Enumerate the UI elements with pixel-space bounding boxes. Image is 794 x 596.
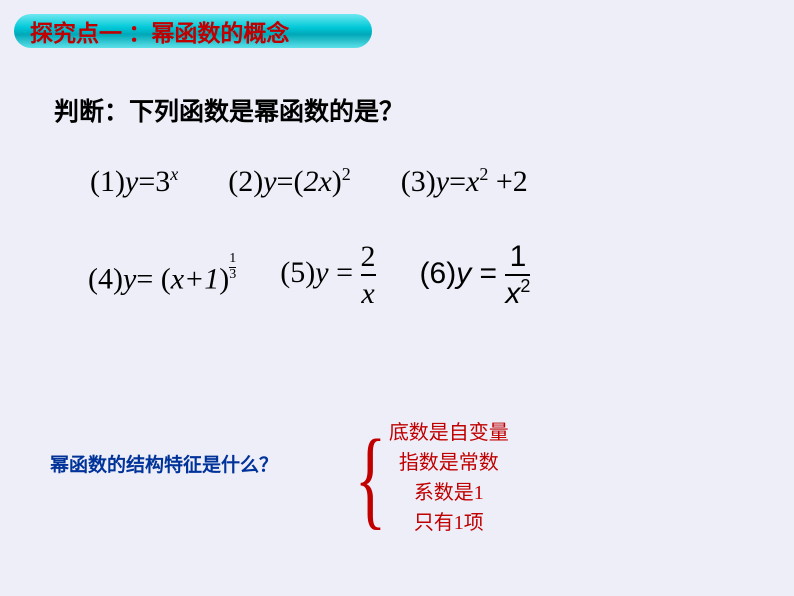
left-brace-icon: { xyxy=(355,423,387,533)
formula-1: (1)y=3x xyxy=(90,164,178,199)
formula-4: (4)y= (x+1)13 xyxy=(88,253,236,297)
feature-list: 底数是自变量 指数是常数 系数是1 只有1项 xyxy=(389,418,509,538)
formula-2: (2)y=(2x)2 xyxy=(228,164,351,199)
feature-line-2: 指数是常数 xyxy=(389,448,509,478)
section-header-title: 探究点一 ：幂函数的概念 xyxy=(30,14,289,48)
feature-line-4: 只有1项 xyxy=(389,508,509,538)
formula-6: (6)y = 1x2 xyxy=(420,240,531,310)
formula-row-2: (4)y= (x+1)13 (5)y = 2x (6)y = 1x2 xyxy=(88,240,530,310)
formula-row-1: (1)y=3x (2)y=(2x)2 (3)y=x2 +2 xyxy=(90,164,528,199)
feature-line-3: 系数是1 xyxy=(389,478,509,508)
formula-3: (3)y=x2 +2 xyxy=(401,164,528,199)
feature-brace-group: { 底数是自变量 指数是常数 系数是1 只有1项 xyxy=(344,418,509,538)
formula-5: (5)y = 2x xyxy=(280,240,375,310)
main-question: 判断：下列函数是幂函数的是？ xyxy=(54,92,404,128)
section-header-banner: 探究点一 ：幂函数的概念 xyxy=(14,14,372,48)
structure-question: 幂函数的结构特征是什么？ xyxy=(50,450,278,477)
feature-line-1: 底数是自变量 xyxy=(389,418,509,448)
